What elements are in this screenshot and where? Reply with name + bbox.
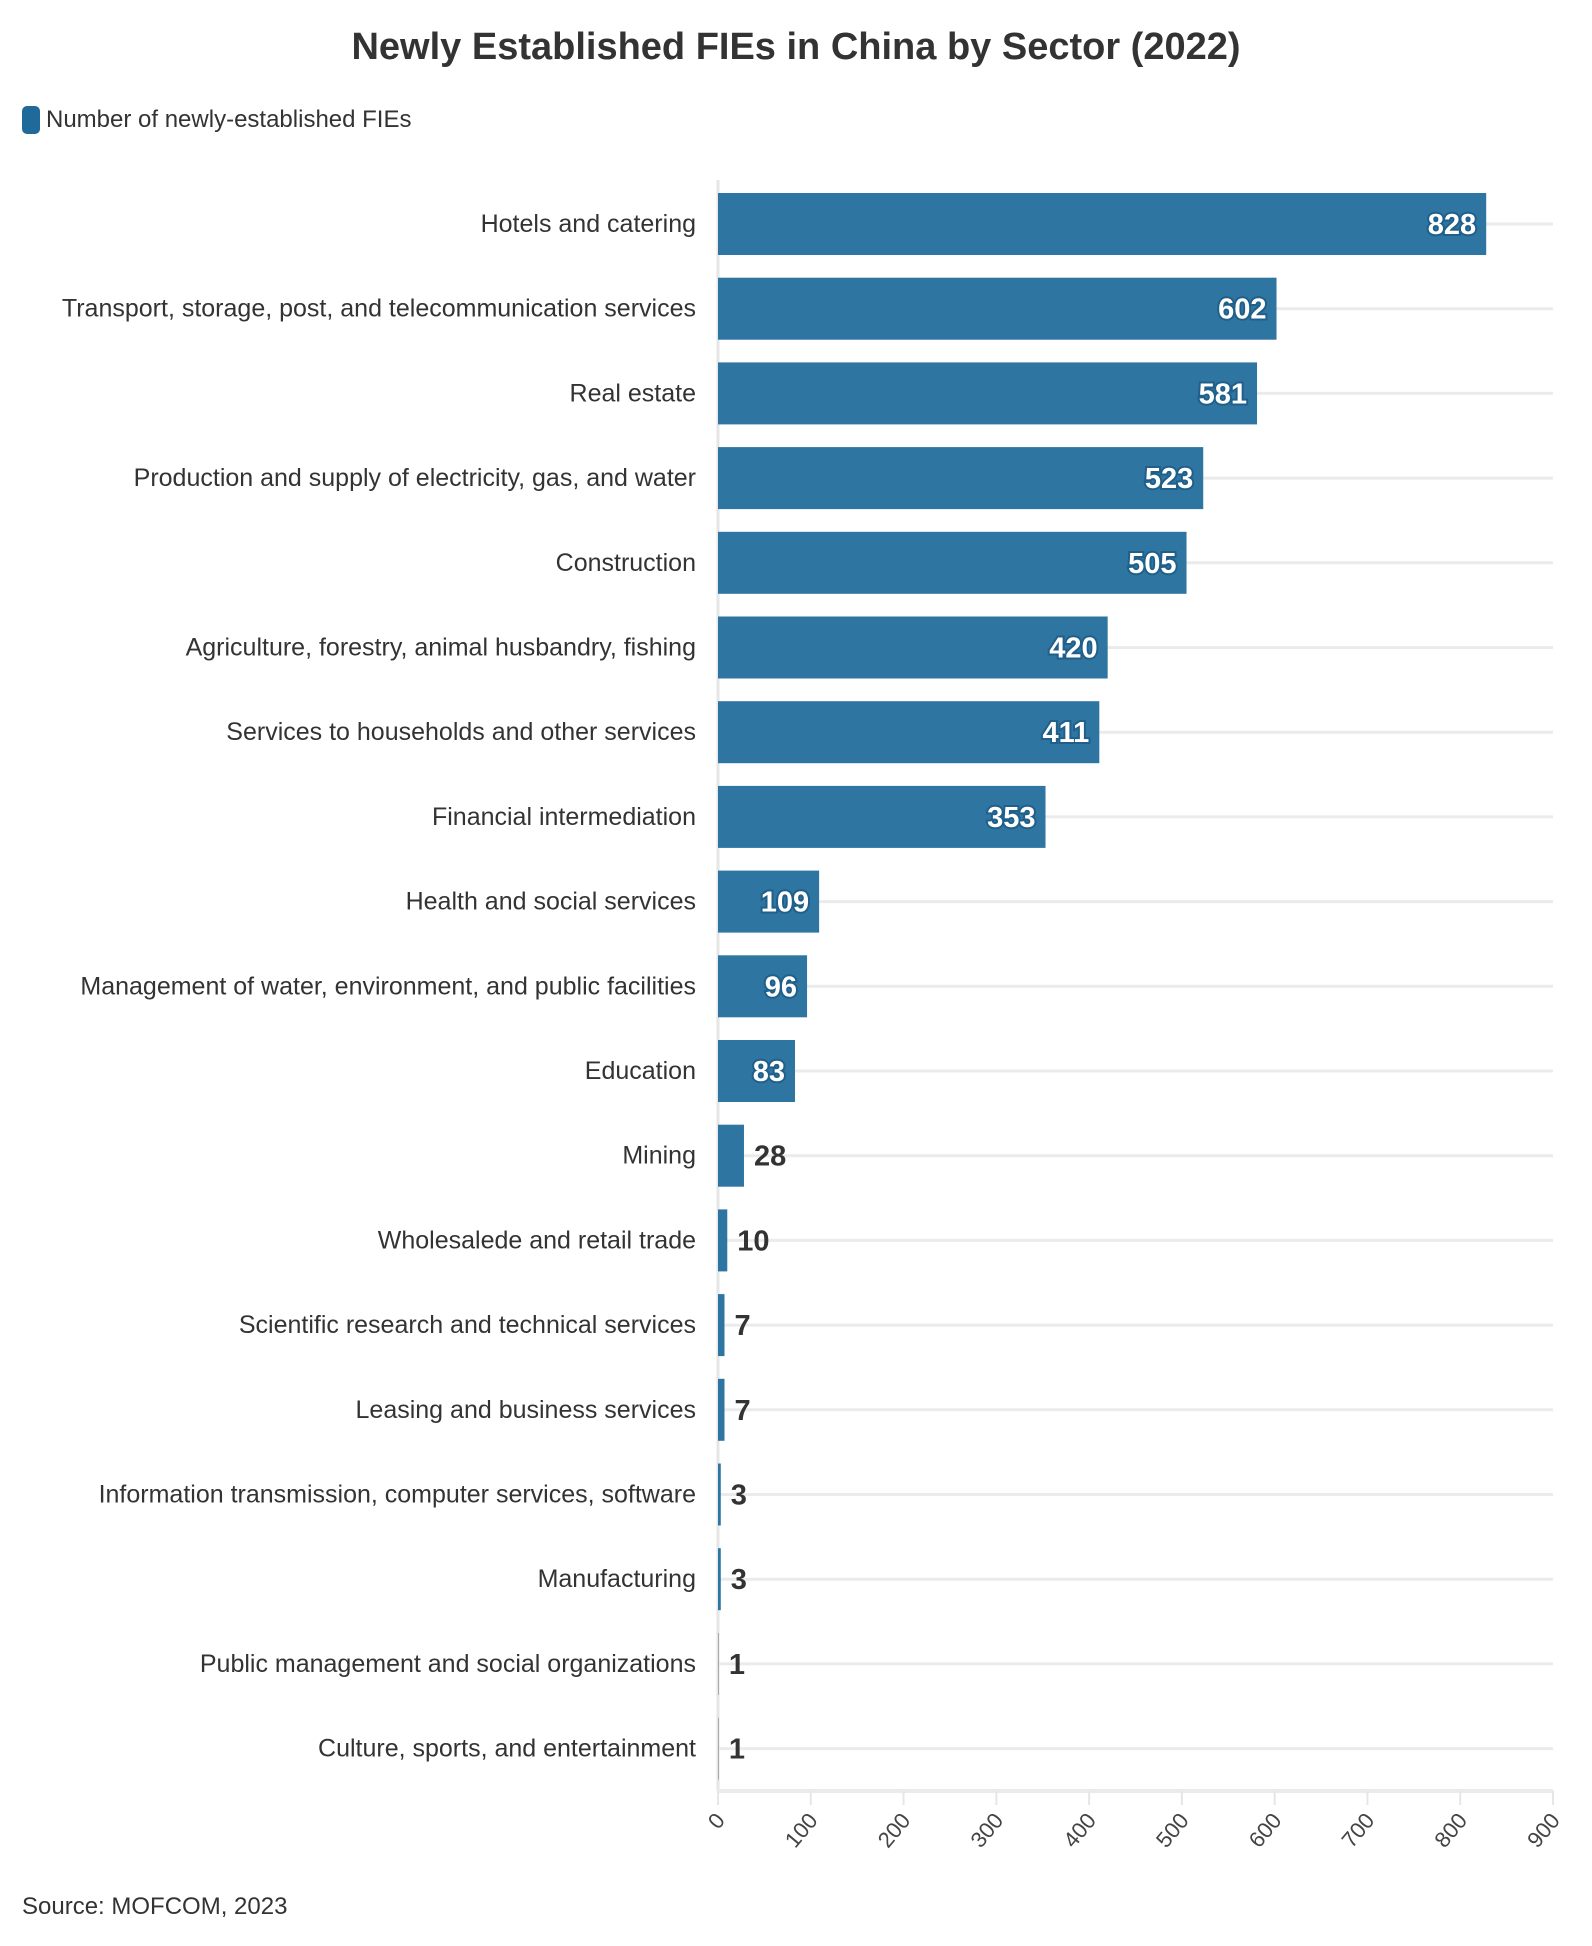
data-label: 109 [761, 887, 809, 919]
bar [718, 1717, 719, 1780]
category-label: Transport, storage, post, and telecommun… [62, 295, 696, 323]
bar [718, 362, 1258, 425]
data-label: 10 [737, 1225, 769, 1257]
bar [718, 1548, 721, 1611]
bar [718, 1463, 721, 1526]
category-label: Culture, sports, and entertainment [318, 1735, 696, 1763]
category-label: Mining [622, 1142, 696, 1170]
bar [718, 785, 1046, 848]
data-label: 7 [734, 1310, 750, 1342]
x-tick-label: 800 [1429, 1808, 1472, 1852]
data-label: 523 [1145, 463, 1193, 495]
data-label: 83 [753, 1056, 785, 1088]
data-label: 411 [1043, 717, 1090, 749]
bar [718, 616, 1108, 679]
x-tick-label: 900 [1522, 1808, 1565, 1852]
data-label: 1 [729, 1734, 745, 1766]
x-tick-label: 300 [965, 1808, 1008, 1852]
data-label: 420 [1049, 633, 1097, 665]
x-tick-label: 500 [1151, 1808, 1194, 1852]
data-label: 3 [731, 1480, 747, 1512]
category-label: Financial intermediation [432, 803, 696, 831]
x-tick-label: 400 [1058, 1808, 1101, 1852]
x-tick-label: 600 [1244, 1808, 1287, 1852]
category-label: Leasing and business services [356, 1396, 696, 1424]
bar [718, 955, 808, 1018]
data-label: 28 [754, 1141, 786, 1173]
bar [718, 1632, 719, 1695]
x-tick-label: 0 [703, 1808, 730, 1833]
bar [718, 870, 820, 933]
category-label: Education [585, 1057, 696, 1085]
category-label: Management of water, environment, and pu… [80, 972, 696, 1000]
x-tick-label: 200 [873, 1808, 916, 1852]
category-label: Health and social services [406, 888, 696, 916]
bar [718, 531, 1187, 594]
bar [718, 1378, 725, 1441]
legend: Number of newly-established FIEs [22, 106, 411, 134]
data-label: 581 [1199, 378, 1247, 410]
category-label: Hotels and catering [481, 210, 696, 238]
category-label: Construction [556, 549, 696, 577]
category-label: Information transmission, computer servi… [99, 1481, 696, 1509]
category-label: Services to households and other service… [226, 718, 696, 746]
bar [718, 1209, 728, 1272]
data-label: 96 [765, 971, 797, 1003]
legend-swatch [22, 106, 40, 134]
bar [718, 193, 1487, 255]
source-note: Source: MOFCOM, 2023 [22, 1893, 288, 1920]
data-label: 3 [731, 1564, 747, 1596]
data-label: 828 [1428, 209, 1476, 241]
bar [718, 1294, 725, 1357]
chart-title: Newly Established FIEs in China by Secto… [351, 26, 1241, 68]
legend-label: Number of newly-established FIEs [46, 106, 412, 133]
data-label: 602 [1218, 294, 1266, 326]
category-label: Wholesalede and retail trade [378, 1226, 696, 1254]
category-label: Scientific research and technical servic… [239, 1311, 696, 1339]
category-label: Manufacturing [538, 1565, 696, 1593]
data-label: 1 [729, 1649, 745, 1681]
bar [718, 1124, 744, 1187]
data-label: 7 [734, 1395, 750, 1427]
bar [718, 277, 1277, 340]
category-label: Real estate [570, 379, 696, 407]
bar [718, 1040, 796, 1102]
x-tick-label: 100 [780, 1808, 823, 1852]
category-label: Public management and social organizatio… [200, 1650, 696, 1678]
data-label: 353 [987, 802, 1035, 834]
bar [718, 701, 1100, 764]
category-label: Agriculture, forestry, animal husbandry,… [186, 634, 696, 662]
x-tick-label: 700 [1337, 1808, 1380, 1852]
data-label: 505 [1128, 548, 1176, 580]
category-label: Production and supply of electricity, ga… [134, 464, 696, 492]
bar [718, 447, 1204, 510]
